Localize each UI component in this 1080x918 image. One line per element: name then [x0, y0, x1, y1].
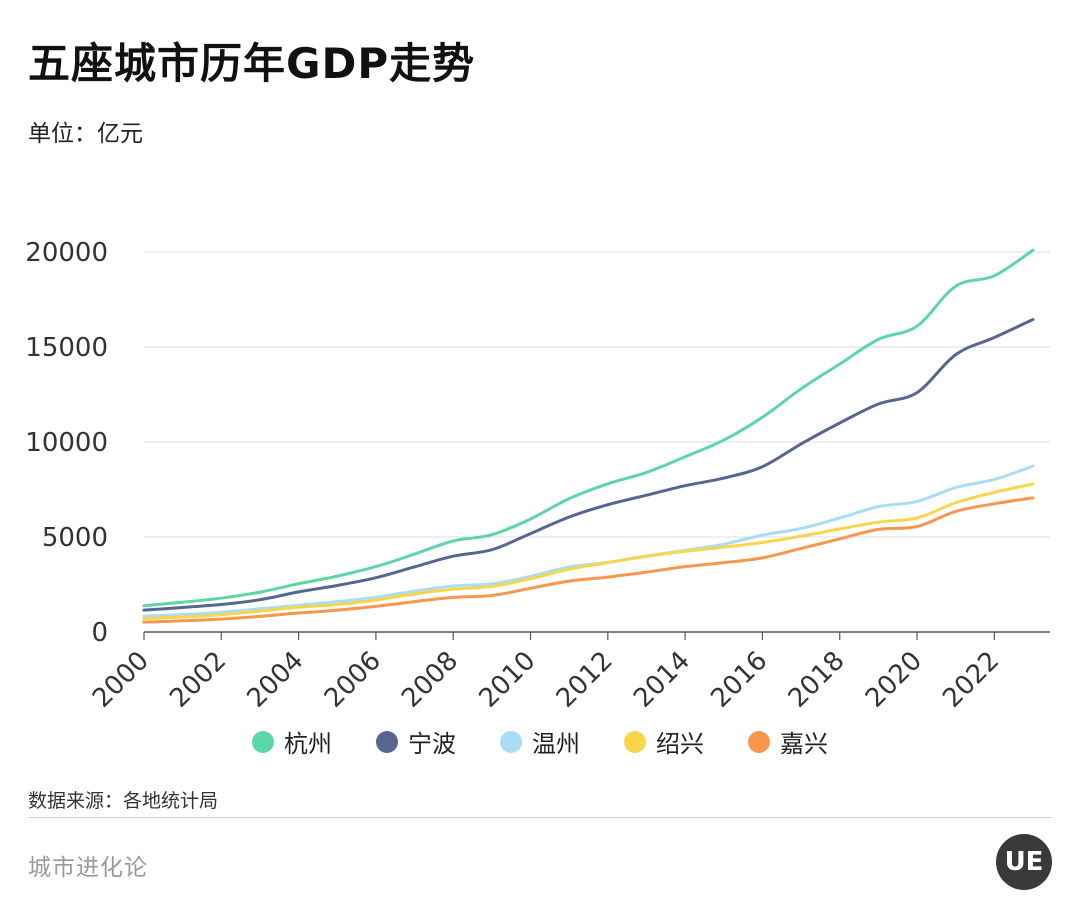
legend-item-ningbo[interactable]: 宁波 [376, 724, 456, 759]
unit-label: 单位：亿元 [28, 121, 143, 147]
legend-label-shaoxing: 绍兴 [656, 730, 704, 758]
y-tick-label: 15000 [25, 333, 108, 363]
x-tick-label: 2012 [551, 646, 619, 714]
legend-swatch-wenzhou [500, 730, 522, 753]
y-tick-label: 5000 [42, 523, 108, 553]
legend-label-hangzhou: 杭州 [284, 730, 332, 758]
line-chart: 0 5000 10000 15000 20000 2000 2002 2004 2006 200… [25, 238, 1050, 714]
x-tick-label: 2018 [783, 646, 851, 714]
legend-swatch-hangzhou [252, 730, 274, 753]
series-lines [142, 248, 1035, 624]
legend-swatch-jiaxing [748, 730, 770, 753]
series-line-温州 [142, 464, 1035, 618]
y-axis-ticks: 0 5000 10000 15000 20000 [25, 238, 108, 648]
series-line-宁波 [142, 318, 1035, 612]
x-tick-label: 2020 [860, 646, 928, 714]
x-tick-label: 2008 [396, 646, 464, 714]
series-line-杭州 [142, 248, 1035, 608]
x-tick-label: 2014 [628, 646, 696, 714]
data-source: 数据来源：各地统计局 [28, 790, 219, 812]
x-tick-label: 2000 [87, 646, 155, 714]
x-tick-label: 2010 [473, 646, 541, 714]
legend-label-wenzhou: 温州 [532, 730, 580, 758]
chart-title: 五座城市历年GDP走势 [28, 39, 476, 88]
legend-label-ningbo: 宁波 [408, 730, 456, 758]
grid-lines [144, 251, 1050, 538]
x-tick-label: 2004 [242, 646, 310, 714]
x-tick-label: 2016 [705, 646, 773, 714]
legend-item-hangzhou[interactable]: 杭州 [252, 724, 332, 759]
legend-item-shaoxing[interactable]: 绍兴 [624, 724, 704, 759]
x-tick-label: 2002 [164, 646, 232, 714]
legend-label-jiaxing: 嘉兴 [780, 730, 828, 758]
footer-divider [28, 817, 1052, 818]
legend-swatch-ningbo [376, 730, 398, 753]
y-tick-label: 0 [91, 618, 108, 648]
x-tick-label: 2022 [937, 646, 1005, 714]
y-tick-label: 20000 [25, 238, 108, 268]
legend-swatch-shaoxing [624, 730, 646, 753]
x-tick-label: 2006 [319, 646, 387, 714]
legend-item-jiaxing[interactable]: 嘉兴 [748, 724, 828, 759]
legend-item-wenzhou[interactable]: 温州 [500, 724, 580, 759]
series-line-嘉兴 [142, 496, 1035, 624]
brand-name: 城市进化论 [28, 855, 148, 881]
y-tick-label: 10000 [25, 428, 108, 458]
series-line-绍兴 [142, 482, 1035, 621]
brand-logo: UE [996, 834, 1052, 890]
chart-legend: 杭州 宁波 温州 绍兴 嘉兴 [0, 724, 1080, 759]
x-axis-ticks: 2000 2002 2004 2006 2008 2010 2012 2014 2016 2018… [87, 632, 1005, 714]
